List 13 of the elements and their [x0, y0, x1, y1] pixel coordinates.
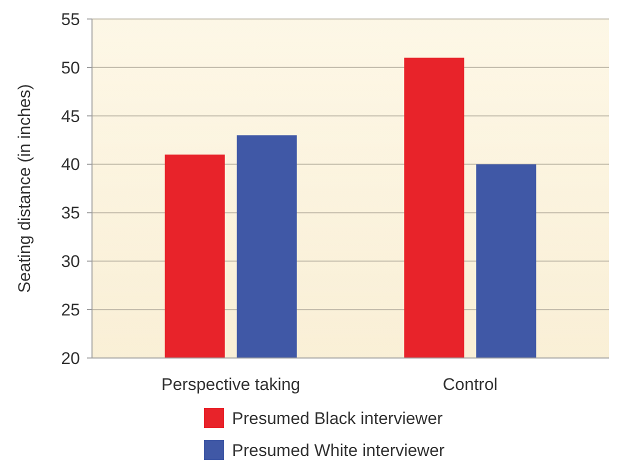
y-tick-label: 40 [61, 155, 80, 174]
y-axis-title: Seating distance (in inches) [15, 84, 34, 293]
y-tick-label: 45 [61, 106, 80, 126]
y-tick-label: 35 [61, 204, 80, 223]
x-tick-label: Control [442, 375, 498, 394]
y-tick-label: 25 [61, 300, 80, 320]
y-tick-label: 30 [61, 252, 80, 272]
y-tick-label: 20 [61, 348, 80, 368]
x-tick-label: Perspective taking [161, 375, 300, 394]
y-tick-label: 50 [61, 58, 80, 78]
legend-label: Presumed White interviewer [232, 440, 445, 460]
legend-label: Presumed Black interviewer [232, 408, 444, 428]
y-tick-label: 55 [61, 10, 80, 29]
